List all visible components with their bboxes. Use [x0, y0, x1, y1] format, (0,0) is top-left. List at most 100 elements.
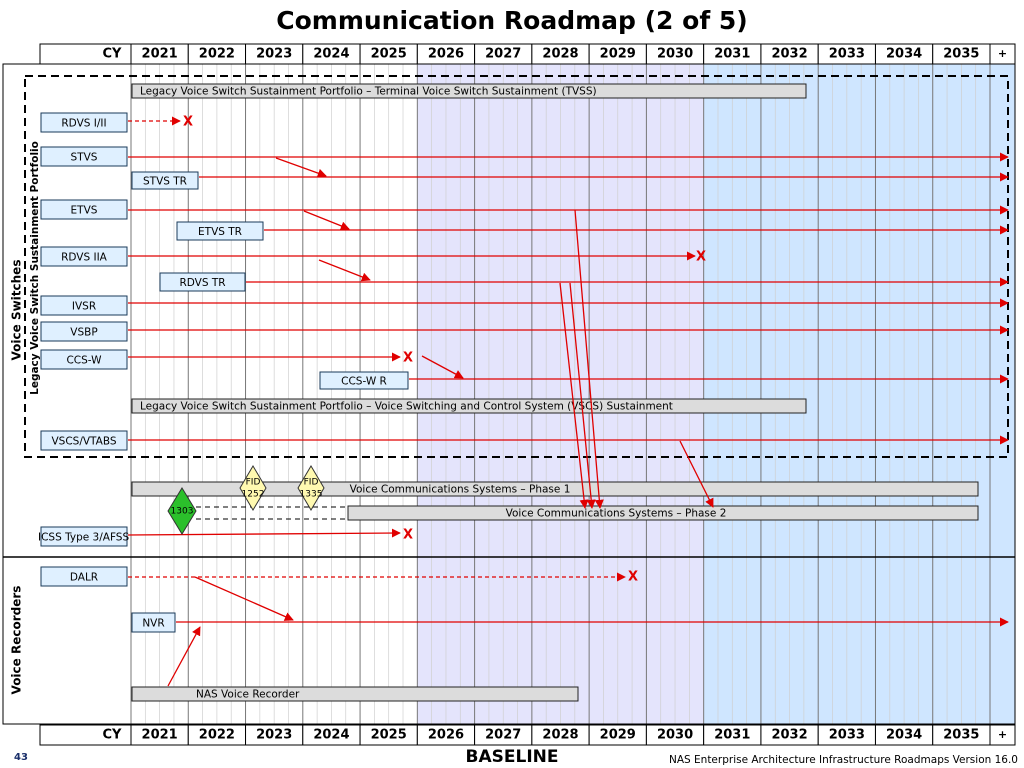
year-label: 2025: [371, 47, 407, 62]
milestone-label: 1252: [242, 490, 265, 500]
year-label: 2029: [600, 728, 636, 743]
system-box: [131, 171, 199, 190]
system-box: [40, 295, 128, 316]
title: Communication Roadmap (2 of 5): [276, 6, 747, 35]
system-box: [159, 272, 246, 292]
transition-arrow: [569, 282, 596, 509]
milestone-label: FID: [246, 478, 261, 488]
system-label: STVS: [71, 152, 98, 164]
system-label: IVSR: [72, 301, 96, 313]
section-label: Voice Switches: [10, 260, 24, 361]
system-label: RDVS TR: [179, 277, 225, 289]
program-label: Legacy Voice Switch Sustainment Portfoli…: [140, 86, 597, 98]
system-box: [40, 146, 128, 167]
system-label: DALR: [70, 572, 98, 584]
year-label: 2032: [771, 47, 807, 62]
system-box: [131, 612, 176, 633]
milestone-label: 1303: [171, 507, 194, 517]
year-label: 2028: [542, 47, 578, 62]
year-label: 2034: [886, 47, 922, 62]
system-box: [40, 430, 128, 451]
blue-band: [703, 64, 1015, 724]
beyond-cell: [989, 724, 1016, 746]
year-label: 2026: [428, 728, 464, 743]
year-label: 2030: [657, 728, 693, 743]
portfolio-label: Legacy Voice Switch Sustainment Portfoli…: [29, 141, 41, 395]
system-box: [40, 199, 128, 220]
program-label: Voice Communications Systems – Phase 2: [506, 508, 727, 520]
system-box: [40, 526, 128, 547]
transition-arrow: [303, 210, 350, 231]
year-label: 2029: [600, 47, 636, 62]
program-bar: [131, 83, 807, 99]
transition-arrow: [559, 282, 589, 509]
year-label: 2022: [199, 728, 235, 743]
year-label: 2035: [943, 47, 979, 62]
year-label: 2025: [371, 728, 407, 743]
year-label: 2033: [829, 47, 865, 62]
system-box: [40, 566, 128, 587]
system-label: VSBP: [70, 327, 97, 339]
baseline-label: BASELINE: [466, 747, 559, 767]
year-label: 2027: [485, 47, 521, 62]
transition-arrow: [167, 626, 201, 687]
year-label: 2021: [142, 728, 178, 743]
system-label: RDVS I/II: [61, 118, 106, 130]
transition-arrow: [679, 440, 714, 508]
system-label: VSCS/VTABS: [51, 436, 116, 448]
end-mark: X: [183, 115, 193, 130]
system-label: CCS-W: [66, 355, 102, 367]
transition-arrow: [194, 576, 294, 621]
end-mark: X: [696, 250, 706, 265]
year-label: 2026: [428, 47, 464, 62]
year-label: 2023: [256, 47, 292, 62]
system-label: NVR: [142, 618, 164, 630]
system-label: RDVS IIA: [61, 252, 108, 264]
portfolio-box: [24, 75, 1009, 458]
program-label: Legacy Voice Switch Sustainment Portfoli…: [140, 401, 673, 413]
system-box: [40, 112, 128, 133]
year-label: 2030: [657, 47, 693, 62]
system-label: ICSS Type 3/AFSS: [38, 532, 129, 544]
section-label: Voice Recorders: [10, 586, 24, 695]
year-label: 2023: [256, 728, 292, 743]
program-bar: [131, 481, 979, 497]
system-box: [40, 246, 128, 267]
year-label: 2024: [313, 728, 349, 743]
transition-arrow: [421, 355, 464, 379]
year-label: 2033: [829, 728, 865, 743]
system-box: [40, 349, 128, 370]
beyond-cell: [989, 43, 1016, 65]
transition-arrow: [127, 528, 401, 538]
milestone-diamond: [297, 465, 325, 511]
program-bar: [131, 398, 807, 414]
milestone-diamond: [167, 487, 197, 535]
transition-arrow: [275, 157, 327, 178]
system-label: CCS-W R: [341, 376, 387, 388]
year-label: 2035: [943, 728, 979, 743]
system-label: ETVS TR: [198, 226, 242, 238]
year-label: 2031: [714, 47, 750, 62]
beyond-label: +: [998, 47, 1007, 60]
cy-label: CY: [103, 47, 123, 62]
program-bar: [347, 505, 979, 521]
year-label: 2032: [771, 728, 807, 743]
milestone-label: FID: [304, 478, 319, 488]
system-box: [319, 371, 409, 390]
year-label: 2027: [485, 728, 521, 743]
system-box: [40, 321, 128, 342]
program-label: Voice Communications Systems – Phase 1: [350, 484, 571, 496]
year-label: 2031: [714, 728, 750, 743]
end-mark: X: [403, 528, 413, 543]
beyond-label: +: [998, 728, 1007, 741]
end-mark: X: [403, 351, 413, 366]
year-label: 2022: [199, 47, 235, 62]
program-label: NAS Voice Recorder: [196, 689, 300, 701]
year-label: 2028: [542, 728, 578, 743]
program-bar: [131, 686, 579, 702]
system-label: ETVS: [71, 205, 98, 217]
milestone-diamond: [239, 465, 267, 511]
page-number: 43: [14, 752, 28, 763]
